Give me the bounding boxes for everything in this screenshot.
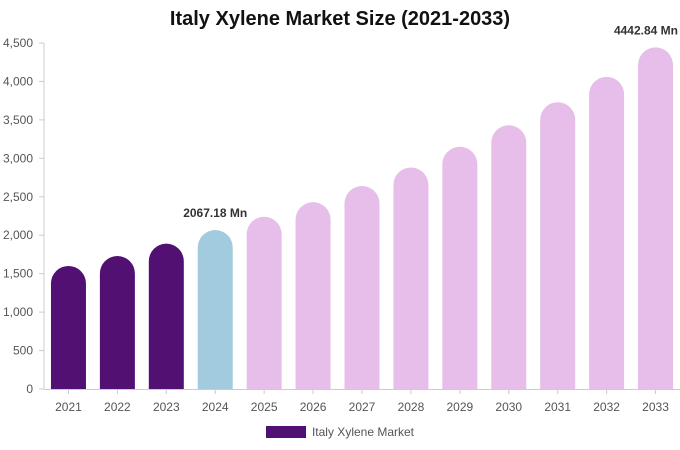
- x-tick-label: 2023: [153, 400, 180, 414]
- bar-2023[interactable]: [148, 243, 184, 389]
- bar-2027[interactable]: [344, 186, 380, 389]
- bar-2022[interactable]: [99, 255, 135, 389]
- bar-2031[interactable]: [540, 102, 576, 390]
- bar-2029[interactable]: [442, 146, 478, 389]
- y-tick-label: 500: [13, 344, 33, 358]
- x-tick-label: 2022: [104, 400, 131, 414]
- bar-2028[interactable]: [393, 167, 429, 389]
- bar-2033[interactable]: [638, 47, 674, 390]
- data-labels: 2067.18 Mn 4442.84 Mn: [183, 23, 678, 220]
- data-label-2024: 2067.18 Mn: [183, 206, 247, 220]
- x-tick-label: 2029: [446, 400, 473, 414]
- x-tick-label: 2033: [642, 400, 669, 414]
- data-label-2033: 4442.84 Mn: [614, 23, 678, 37]
- legend: Italy Xylene Market: [0, 425, 680, 439]
- bar-2024[interactable]: [197, 230, 233, 389]
- y-tick-label: 1,000: [3, 305, 33, 319]
- x-tick-label: 2032: [593, 400, 620, 414]
- y-tick-label: 4,500: [3, 36, 33, 50]
- y-tick-label: 1,500: [3, 267, 33, 281]
- x-axis: 2021 2022 2023 2024 2025 2026 2027 2028 2029 2030…: [44, 389, 680, 414]
- y-tick-label: 2,500: [3, 190, 33, 204]
- bar-2021[interactable]: [50, 265, 86, 389]
- bar-2030[interactable]: [491, 125, 527, 390]
- x-tick-label: 2028: [398, 400, 425, 414]
- x-tick-label: 2031: [544, 400, 571, 414]
- x-tick-label: 2021: [55, 400, 82, 414]
- bar-2026[interactable]: [295, 202, 331, 389]
- bars: [50, 47, 674, 390]
- x-tick-label: 2024: [202, 400, 229, 414]
- x-tick-label: 2025: [251, 400, 278, 414]
- legend-swatch: [265, 426, 306, 438]
- x-tick-label: 2030: [495, 400, 522, 414]
- y-tick-label: 2,000: [3, 228, 33, 242]
- legend-label: Italy Xylene Market: [311, 425, 415, 439]
- y-tick-label: 4,000: [3, 74, 33, 88]
- bar-2032[interactable]: [589, 76, 625, 389]
- y-axis: 0 500 1,000 1,500 2,000 2,500 3,000 3,500 4,000 4…: [3, 36, 45, 396]
- x-tick-label: 2026: [300, 400, 327, 414]
- chart-title: Italy Xylene Market Size (2021-2033): [169, 8, 511, 30]
- y-tick-label: 3,000: [3, 151, 33, 165]
- y-tick-label: 0: [26, 382, 33, 396]
- x-tick-label: 2027: [349, 400, 376, 414]
- y-tick-label: 3,500: [3, 113, 33, 127]
- bar-2025[interactable]: [246, 216, 282, 389]
